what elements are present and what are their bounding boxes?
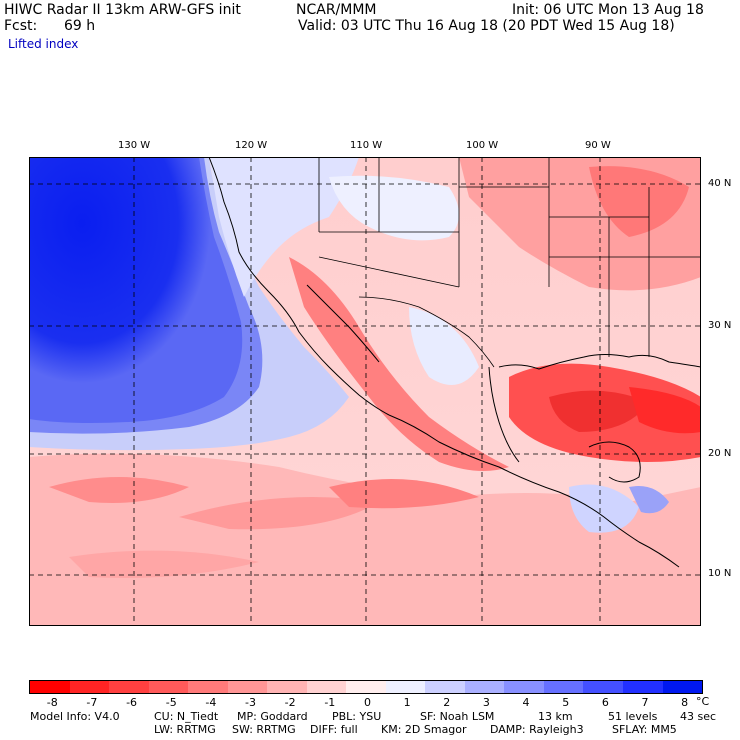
colorbar-tick-label: 7 [641,696,649,709]
footer-timestep: 43 sec [680,710,717,723]
footer-pbl: PBL: YSU [332,710,382,723]
central-america-stable [569,484,639,533]
political-boundaries [318,157,701,368]
organization-label: NCAR/MMM [296,2,377,18]
lon-label: 90 W [585,140,611,151]
footer-resolution: 13 km [538,710,573,723]
footer-diff: DIFF: full [310,723,358,736]
sierra-madre-unstable [289,257,509,471]
lon-label: 130 W [118,140,151,151]
footer-levels: 51 levels [608,710,658,723]
footer-model-info: Model Info: V4.0 [30,710,120,723]
lat-label: 20 N [708,448,732,459]
lat-label: 40 N [708,178,732,189]
tropical-band [29,453,701,626]
colorbar-tick-label: 2 [443,696,451,709]
pacific-stable-core [29,157,243,423]
colorbar-tick-label: 5 [562,696,570,709]
tropical-patch [49,477,189,503]
lon-label: 120 W [235,140,268,151]
interior-stable [329,175,459,241]
colorbar-tick-label: -5 [165,696,177,709]
footer-sw: SW: RRTMG [232,723,296,736]
colorbar-swatch [227,681,268,693]
lon-label: 110 W [350,140,383,151]
colorbar-tick-label: 8 [681,696,689,709]
init-time: Init: 06 UTC Mon 13 Aug 18 [512,2,704,18]
colorbar-swatch [504,681,544,693]
footer-sflay: SFLAY: MM5 [612,723,677,736]
colorbar-tick-label: 3 [482,696,490,709]
colorbar-swatch [622,681,663,693]
colorbar-tick-label: -4 [205,696,217,709]
colorbar-tick-label: -1 [324,696,336,709]
mexican-plateau-stable [409,307,479,385]
colorbar-swatch [346,681,386,693]
colorbar-tick-label: 0 [363,696,371,709]
colorbar-tick-label: -2 [284,696,296,709]
colorbar-swatch [464,681,505,693]
map-title: HIWC Radar II 13km ARW-GFS init [4,2,241,18]
valid-time: Valid: 03 UTC Thu 16 Aug 18 (20 PDT Wed … [298,18,675,34]
colorbar-unit: °C [696,695,710,708]
colorbar-swatch [30,681,70,693]
lon-label: 100 W [466,140,499,151]
central-america-stable-core [629,486,669,514]
colorbar-tick-label: 1 [403,696,411,709]
colorbar-swatch [109,681,149,693]
colorbar-swatch [69,681,110,693]
colorbar-swatch [425,681,465,693]
colorbar-swatch [583,681,623,693]
colorbar-swatch [662,681,703,693]
lifted-index-map [29,157,701,626]
graticule [29,157,701,626]
map-frame [29,157,701,626]
lat-label: 30 N [708,320,732,331]
coastlines [208,157,701,568]
footer-lw: LW: RRTMG [154,723,216,736]
colorbar-swatch [148,681,189,693]
colorbar-tick-label: 6 [601,696,609,709]
colorbar-tick-label: -8 [46,696,58,709]
forecast-label: Fcst: [4,18,38,34]
gulf-core [549,390,649,432]
colorbar-tick-label: -7 [86,696,98,709]
colorbar-swatch [543,681,584,693]
lat-label: 10 N [708,568,732,579]
colorbar-swatch [385,681,426,693]
colorbar-swatch [306,681,347,693]
gulf-core-east [629,387,701,434]
colorbar-swatch [267,681,307,693]
colorbar [29,680,703,694]
western-us-stable [209,157,359,297]
footer-km: KM: 2D Smagor [381,723,467,736]
colorbar-tick-label: -3 [245,696,256,709]
colorbar-tick-label: 4 [522,696,530,709]
footer-cu: CU: N_Tiedt [154,710,219,723]
colorbar-tick-label: -6 [126,696,138,709]
footer-mp: MP: Goddard [237,710,308,723]
tropical-patch [69,550,259,578]
tropical-patch [329,479,479,509]
colorbar-swatch [188,681,228,693]
field-name: Lifted index [8,37,79,51]
footer-damp: DAMP: Rayleigh3 [490,723,584,736]
forecast-hour: 69 h [64,18,96,34]
tropical-patch [179,497,379,530]
footer-sf: SF: Noah LSM [420,710,495,723]
